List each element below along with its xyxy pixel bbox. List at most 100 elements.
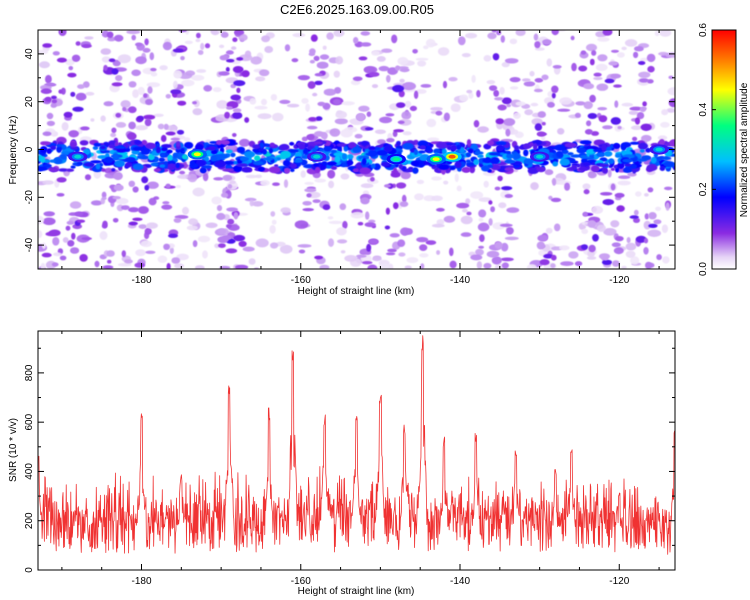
heatmap-cell	[650, 156, 657, 164]
heatmap-cell	[593, 76, 603, 81]
heatmap-cell	[301, 154, 309, 160]
heatmap-cell	[405, 100, 412, 108]
heatmap-cell	[449, 247, 454, 257]
heatmap-cell	[42, 217, 56, 226]
heatmap-cell	[370, 163, 376, 169]
x-tick-label: -140	[450, 576, 470, 587]
heatmap-cell	[496, 30, 502, 36]
heatmap-cell	[500, 242, 509, 252]
heatmap-cell	[459, 94, 469, 102]
heatmap-cell	[482, 157, 493, 164]
heatmap-cell	[141, 155, 149, 160]
heatmap-cell	[132, 163, 144, 171]
heatmap-cell	[550, 197, 562, 203]
heatmap-cell	[581, 228, 589, 235]
heatmap-cell	[509, 86, 519, 90]
heatmap-cell	[399, 78, 405, 83]
heatmap-cell	[229, 180, 236, 184]
heatmap-cell	[279, 143, 290, 151]
heatmap-cell	[216, 100, 228, 109]
heatmap-cell	[145, 250, 156, 254]
heatmap-cell	[638, 61, 646, 65]
heatmap-cell	[93, 169, 102, 179]
heatmap-cell	[144, 184, 150, 191]
heatmap-cell	[446, 145, 453, 151]
heatmap-cell	[551, 85, 559, 94]
heatmap-cell	[166, 149, 173, 154]
heatmap-cell	[81, 237, 92, 241]
heatmap-cell	[250, 56, 262, 65]
spectrogram-x-axis-label: Height of straight line (km)	[298, 286, 415, 297]
heatmap-cell	[588, 244, 596, 253]
heatmap-cell	[261, 98, 267, 106]
heatmap-cell	[233, 80, 246, 87]
heatmap-cell	[147, 86, 153, 94]
heatmap-cell	[478, 209, 487, 218]
heatmap-cell	[504, 236, 519, 241]
heatmap-cell	[165, 131, 176, 136]
heatmap-cell	[306, 125, 318, 130]
heatmap-cell	[124, 156, 136, 163]
heatmap-cell	[141, 176, 149, 184]
heatmap-cell	[501, 61, 510, 68]
heatmap-cell	[132, 89, 140, 98]
heatmap-cell	[385, 207, 390, 215]
heatmap-cell	[491, 164, 501, 171]
heatmap-hotspot	[536, 154, 544, 159]
heatmap-cell	[643, 247, 649, 255]
heatmap-cell	[404, 265, 412, 269]
heatmap-cell	[41, 252, 52, 258]
heatmap-cell	[585, 149, 595, 155]
heatmap-cell	[530, 182, 539, 191]
heatmap-cell	[196, 69, 207, 73]
heatmap-cell	[165, 94, 171, 99]
heatmap-cell	[179, 170, 186, 175]
heatmap-cell	[265, 146, 271, 150]
heatmap-cell	[466, 211, 472, 216]
heatmap-cell	[438, 164, 450, 171]
heatmap-cell	[327, 216, 334, 220]
heatmap-cell	[233, 212, 239, 220]
colorbar-label: Normalized spectral amplitude	[739, 82, 750, 217]
heatmap-cell	[658, 139, 665, 147]
heatmap-cell	[587, 220, 597, 228]
heatmap-cell	[282, 159, 291, 167]
heatmap-cell	[635, 191, 642, 197]
heatmap-cell	[630, 256, 640, 265]
heatmap-cell	[180, 56, 185, 61]
snr-panel: -180 -160 -140 -120 0 200 400 600 800 Height of…	[8, 330, 676, 597]
spectrogram-y-axis-label: Frequency (Hz)	[8, 116, 19, 185]
heatmap-cell	[284, 44, 291, 52]
heatmap-cell	[255, 238, 269, 248]
heatmap-cell	[334, 155, 341, 163]
heatmap-cell	[530, 102, 539, 107]
heatmap-cell	[334, 118, 348, 125]
heatmap-cell	[335, 56, 344, 65]
heatmap-cell	[170, 89, 182, 95]
heatmap-cell	[51, 95, 57, 100]
heatmap-cell	[159, 65, 168, 71]
heatmap-cell	[322, 204, 331, 211]
heatmap-cell	[227, 184, 233, 189]
heatmap-cell	[419, 244, 428, 252]
heatmap-cell	[39, 61, 50, 69]
heatmap-cell	[128, 81, 137, 88]
heatmap-cell	[471, 74, 476, 83]
heatmap-cell	[542, 39, 552, 45]
heatmap-cell	[46, 112, 54, 120]
heatmap-cell	[590, 165, 600, 173]
heatmap-cell	[270, 211, 276, 217]
heatmap-cell	[314, 178, 327, 183]
heatmap-cell	[241, 70, 250, 78]
heatmap-cell	[667, 87, 675, 96]
heatmap-cell	[425, 240, 437, 246]
heatmap-cell	[622, 154, 635, 159]
heatmap-cell	[361, 157, 367, 166]
heatmap-cell	[138, 224, 147, 230]
heatmap-cell	[210, 30, 220, 36]
heatmap-cell	[576, 147, 587, 154]
heatmap-cell	[513, 168, 519, 173]
heatmap-cell	[177, 100, 187, 106]
snr-series-line	[38, 335, 675, 555]
heatmap-cell	[280, 150, 292, 159]
